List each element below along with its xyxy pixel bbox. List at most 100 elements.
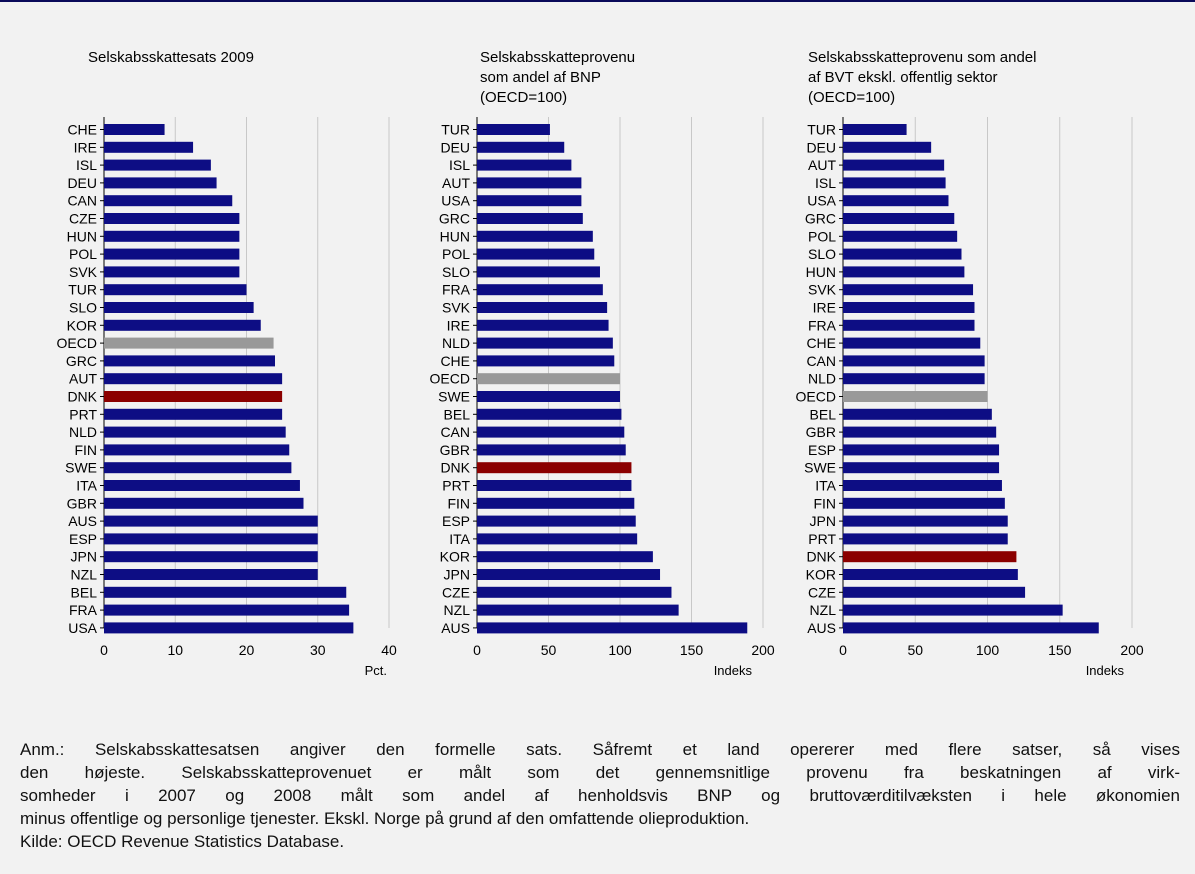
bar-can [843, 355, 985, 367]
category-label: DEU [67, 175, 97, 191]
x-tick-label: 0 [473, 642, 481, 658]
category-label: JPN [71, 549, 97, 565]
bar-aus [104, 515, 318, 527]
x-tick-label: 0 [100, 642, 108, 658]
note-line-3: somheder i 2007 og 2008 målt som andel a… [20, 786, 1180, 805]
bar-fin [104, 444, 290, 456]
bar-cze [477, 586, 672, 598]
category-label: POL [442, 246, 470, 262]
category-label: CZE [442, 584, 470, 600]
bar-nld [843, 373, 985, 385]
bar-kor [843, 569, 1018, 580]
note-line-1: Anm.: Selskabsskattesatsen angiver den f… [20, 740, 1180, 759]
bar-pol [843, 230, 958, 242]
bar-che [104, 124, 165, 135]
footnote: Anm.: Selskabsskattesatsen angiver den f… [20, 738, 1180, 853]
category-label: TUR [68, 282, 97, 298]
bar-hun [477, 230, 593, 242]
bar-oecd [104, 337, 274, 349]
x-tick-label: 30 [310, 642, 326, 658]
category-label: ISL [449, 157, 470, 173]
category-label: BEL [444, 406, 471, 422]
bar-dnk [477, 462, 632, 474]
category-label: FIN [813, 495, 836, 511]
bar-pol [477, 248, 595, 260]
bar-prt [843, 533, 1008, 545]
category-label: ITA [815, 478, 836, 494]
chart-title-line: af BVT ekskl. offentlig sektor [808, 69, 998, 86]
category-label: GBR [440, 442, 470, 458]
bar-isl [843, 177, 946, 189]
bar-dnk [104, 391, 283, 402]
category-label: CZE [808, 584, 836, 600]
bar-pol [104, 248, 240, 260]
category-label: NZL [810, 602, 837, 618]
category-label: HUN [67, 228, 97, 244]
bar-kor [477, 551, 653, 563]
category-label: TUR [441, 122, 470, 138]
bar-isl [477, 159, 572, 171]
category-label: SLO [69, 300, 97, 316]
chart-title-line: som andel af BNP [480, 69, 601, 86]
bar-deu [477, 141, 565, 153]
category-label: OECD [430, 371, 470, 387]
category-label: SWE [65, 460, 97, 476]
bar-deu [104, 177, 217, 189]
note-line-2: den højeste. Selskabsskatteprovenuet er … [20, 763, 1180, 782]
bar-che [843, 337, 981, 349]
chart-title-line: (OECD=100) [808, 89, 895, 106]
bar-bel [477, 408, 622, 420]
category-label: FRA [808, 317, 837, 333]
bar-esp [104, 533, 318, 545]
bar-esp [843, 444, 1000, 456]
bar-slo [843, 248, 962, 260]
category-label: GBR [67, 495, 97, 511]
category-label: NLD [69, 424, 97, 440]
category-label: JPN [810, 513, 836, 529]
bar-gbr [843, 426, 997, 438]
bar-fra [104, 604, 350, 616]
bar-oecd [477, 373, 620, 385]
category-label: SWE [438, 389, 470, 405]
bar-aut [843, 159, 945, 171]
charts-canvas: Selskabsskattesats 2009CHEIREISLDEUCANCZ… [57, 49, 1144, 678]
bar-nzl [843, 604, 1063, 616]
bar-nld [477, 337, 613, 349]
x-tick-label: 50 [907, 642, 923, 658]
category-label: SVK [69, 264, 98, 280]
bar-jpn [843, 515, 1008, 527]
category-label: KOR [440, 549, 470, 565]
category-label: DEU [806, 139, 836, 155]
bar-nzl [104, 569, 318, 580]
x-tick-label: 100 [976, 642, 1000, 658]
category-label: CAN [806, 353, 836, 369]
bar-svk [104, 266, 240, 278]
bar-grc [477, 213, 583, 224]
category-label: OECD [796, 389, 836, 405]
category-label: ISL [815, 175, 836, 191]
category-label: BEL [810, 406, 837, 422]
category-label: FRA [69, 602, 98, 618]
category-label: DEU [440, 139, 470, 155]
bar-gbr [477, 444, 626, 456]
bar-deu [843, 141, 932, 153]
bar-svk [843, 284, 974, 296]
category-label: GRC [66, 353, 97, 369]
bar-ita [477, 533, 638, 545]
category-label: AUS [441, 620, 470, 636]
bar-grc [843, 213, 955, 224]
category-label: IRE [813, 300, 836, 316]
bar-can [104, 195, 233, 207]
category-label: ITA [76, 478, 97, 494]
bar-ita [843, 480, 1002, 491]
bar-aut [477, 177, 582, 189]
bar-svk [477, 302, 608, 313]
category-label: ITA [449, 531, 470, 547]
bar-bel [843, 408, 992, 420]
bar-usa [477, 195, 582, 207]
bar-nzl [477, 604, 679, 616]
bar-grc [104, 355, 275, 367]
bar-fin [477, 497, 635, 509]
x-tick-label: 200 [751, 642, 775, 658]
category-label: GBR [806, 424, 836, 440]
